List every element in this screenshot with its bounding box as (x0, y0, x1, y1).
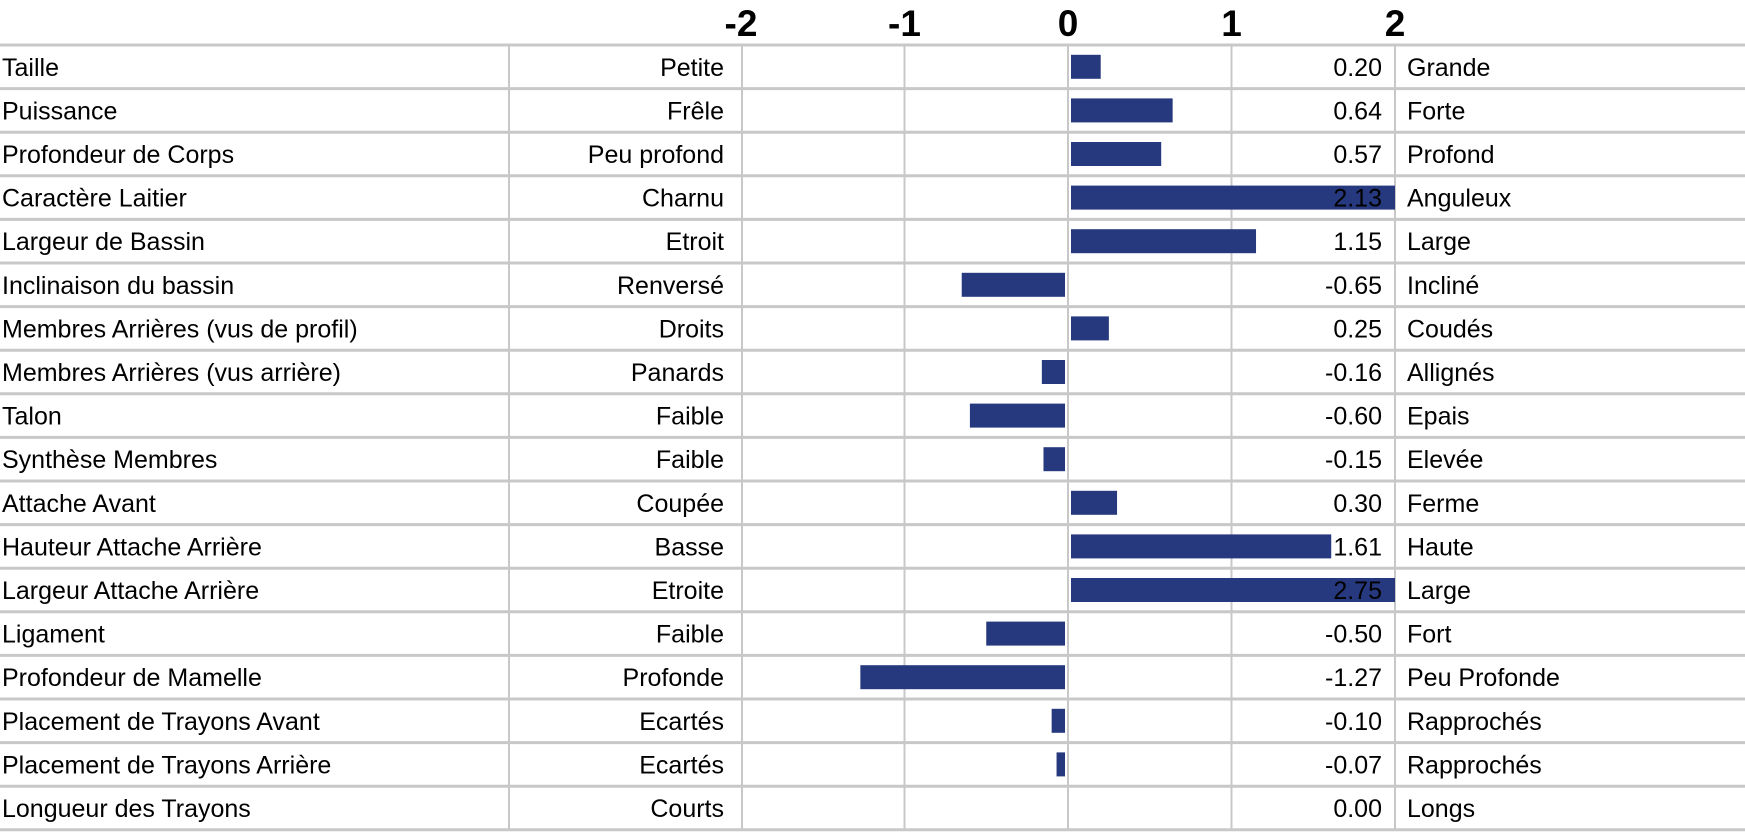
trait-label: Membres Arrières (vus de profil) (2, 315, 358, 343)
high-descriptor: Haute (1407, 533, 1474, 561)
bar (961, 272, 1065, 297)
bars (860, 54, 1395, 777)
value-label: -0.07 (1325, 751, 1382, 779)
low-descriptor: Etroit (666, 228, 724, 256)
bar (1071, 98, 1173, 123)
trait-label: Puissance (2, 97, 117, 125)
high-descriptor: Rapprochés (1407, 751, 1542, 779)
bar (1051, 708, 1065, 733)
value-label: 0.20 (1333, 54, 1382, 82)
trait-label: Talon (2, 403, 62, 431)
value-label: 0.64 (1333, 97, 1382, 125)
trait-label: Largeur de Bassin (2, 228, 205, 256)
high-descriptor: Peu Profonde (1407, 664, 1560, 692)
high-descriptor: Incliné (1407, 272, 1479, 300)
high-descriptor: Fort (1407, 621, 1452, 649)
x-tick-label: -1 (888, 3, 921, 44)
grid-lines (0, 43, 1745, 832)
bar (1071, 54, 1101, 79)
high-descriptor: Epais (1407, 403, 1470, 431)
value-label: -0.50 (1325, 621, 1382, 649)
value-label: 0.30 (1333, 490, 1382, 518)
low-descriptor: Charnu (642, 185, 724, 213)
x-tick-label: 0 (1058, 3, 1079, 44)
trait-label: Membres Arrières (vus arrière) (2, 359, 341, 387)
trait-label: Hauteur Attache Arrière (2, 533, 262, 561)
low-descriptor: Ecartés (639, 708, 724, 736)
high-descriptor: Anguleux (1407, 185, 1512, 213)
high-descriptor: Rapprochés (1407, 708, 1542, 736)
value-label: -1.27 (1325, 664, 1382, 692)
value-label: -0.16 (1325, 359, 1382, 387)
low-descriptor: Droits (659, 315, 724, 343)
bar (1071, 185, 1395, 210)
value-label: -0.65 (1325, 272, 1382, 300)
bar (1056, 752, 1065, 777)
bar (1071, 316, 1109, 341)
trait-label: Placement de Trayons Arrière (2, 751, 331, 779)
low-descriptor: Faible (656, 403, 724, 431)
value-label: 2.13 (1333, 185, 1382, 213)
high-descriptor: Large (1407, 228, 1471, 256)
value-label: 0.25 (1333, 315, 1382, 343)
high-descriptor: Ferme (1407, 490, 1479, 518)
x-tick-label: -2 (725, 3, 758, 44)
trait-label: Inclinaison du bassin (2, 272, 234, 300)
value-label: -0.10 (1325, 708, 1382, 736)
bar (1071, 229, 1257, 254)
value-label: 1.61 (1333, 533, 1382, 561)
value-label: 2.75 (1333, 577, 1382, 605)
low-descriptor: Profonde (623, 664, 724, 692)
trait-label: Caractère Laitier (2, 185, 187, 213)
low-descriptor: Faible (656, 446, 724, 474)
value-label: 1.15 (1333, 228, 1382, 256)
bar (1071, 578, 1395, 602)
value-label: -0.15 (1325, 446, 1382, 474)
low-descriptor: Peu profond (588, 141, 724, 169)
high-descriptor: Allignés (1407, 359, 1495, 387)
bar (969, 403, 1065, 428)
high-descriptor: Longs (1407, 795, 1475, 823)
x-tick-labels: -2 -1 0 1 2 (725, 3, 1406, 44)
bar (1071, 534, 1332, 559)
low-descriptor: Ecartés (639, 751, 724, 779)
trait-label: Placement de Trayons Avant (2, 708, 320, 736)
low-descriptor: Frêle (667, 97, 724, 125)
low-descriptor: Courts (650, 795, 724, 823)
value-label: -0.60 (1325, 403, 1382, 431)
bar (1071, 142, 1162, 166)
bar (860, 665, 1065, 690)
x-tick-label: 1 (1221, 3, 1242, 44)
high-descriptor: Elevée (1407, 446, 1483, 474)
row-labels: Taille Petite 0.20 Grande Puissance Frêle 0.64… (2, 54, 1560, 823)
trait-label: Longueur des Trayons (2, 795, 251, 823)
trait-label: Ligament (2, 621, 105, 649)
bar (986, 621, 1065, 646)
low-descriptor: Basse (655, 533, 724, 561)
bar (1043, 447, 1065, 472)
bar (1071, 490, 1118, 515)
x-tick-label: 2 (1385, 3, 1406, 44)
trait-label: Profondeur de Mamelle (2, 664, 262, 692)
bar (1041, 360, 1065, 384)
high-descriptor: Large (1407, 577, 1471, 605)
trait-label: Largeur Attache Arrière (2, 577, 259, 605)
high-descriptor: Grande (1407, 54, 1490, 82)
high-descriptor: Profond (1407, 141, 1495, 169)
high-descriptor: Coudés (1407, 315, 1493, 343)
low-descriptor: Faible (656, 621, 724, 649)
trait-label: Taille (2, 54, 59, 82)
trait-label: Profondeur de Corps (2, 141, 234, 169)
low-descriptor: Petite (660, 54, 724, 82)
value-label: 0.00 (1333, 795, 1382, 823)
value-label: 0.57 (1333, 141, 1382, 169)
trait-label: Synthèse Membres (2, 446, 217, 474)
trait-label: Attache Avant (2, 490, 156, 518)
low-descriptor: Renversé (617, 272, 724, 300)
low-descriptor: Panards (631, 359, 724, 387)
low-descriptor: Coupée (636, 490, 724, 518)
high-descriptor: Forte (1407, 97, 1465, 125)
low-descriptor: Etroite (652, 577, 724, 605)
